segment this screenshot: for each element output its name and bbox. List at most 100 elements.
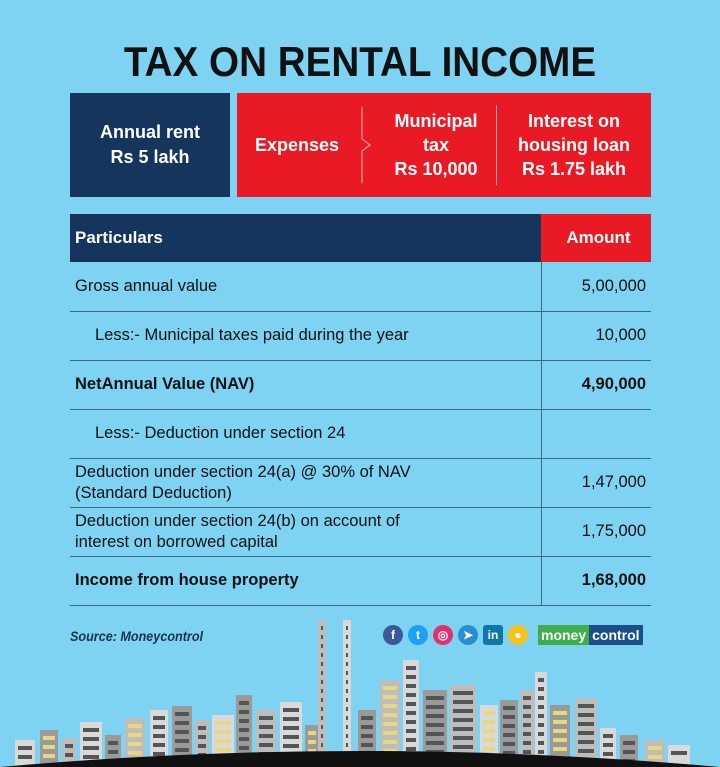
building (128, 733, 142, 737)
header-particulars: Particulars (70, 214, 541, 262)
building (239, 728, 249, 732)
building (175, 748, 189, 752)
building (538, 741, 544, 745)
building (453, 709, 473, 713)
building (578, 740, 594, 744)
building (308, 749, 316, 753)
row-amount (540, 409, 651, 459)
municipal-tax-line2: tax (422, 135, 449, 155)
building (128, 742, 142, 746)
table-row: Less:- Deduction under section 24 (70, 409, 651, 459)
city-skyline-illustration (0, 620, 720, 767)
building (308, 731, 316, 735)
building (259, 734, 273, 738)
building (215, 748, 231, 752)
building (346, 689, 348, 693)
table-row: Less:- Municipal taxes paid during the y… (70, 311, 651, 361)
building (83, 755, 99, 759)
municipal-tax-line1: Municipal (394, 111, 478, 131)
building (523, 732, 531, 736)
building (578, 749, 594, 753)
building (538, 750, 544, 754)
building (523, 741, 531, 745)
row-label: Less:- Municipal taxes paid during the y… (70, 311, 541, 361)
building (321, 635, 323, 639)
building (603, 752, 613, 756)
building (671, 751, 687, 755)
building (553, 720, 567, 724)
building (383, 686, 397, 690)
koo-icon[interactable]: ● (508, 625, 528, 645)
building (553, 729, 567, 733)
building (308, 740, 316, 744)
building (406, 729, 416, 733)
instagram-icon[interactable]: ◎ (433, 625, 453, 645)
building (83, 746, 99, 750)
telegram-icon[interactable]: ➤ (458, 625, 478, 645)
row-amount: 1,68,000 (540, 556, 651, 606)
tax-table: Particulars Amount Gross annual value 5,0… (70, 214, 651, 606)
building (153, 752, 165, 756)
building (321, 626, 323, 630)
row-label: NetAnnual Value (NAV) (70, 360, 541, 410)
building (538, 687, 544, 691)
building (321, 644, 323, 648)
building (538, 723, 544, 727)
building (503, 751, 515, 755)
building (538, 678, 544, 682)
building (175, 712, 189, 716)
building (346, 662, 348, 666)
building (361, 725, 373, 729)
building (623, 750, 635, 754)
building (406, 666, 416, 670)
building (175, 721, 189, 725)
building (668, 745, 690, 767)
building (346, 680, 348, 684)
building (406, 675, 416, 679)
row-label: Income from house property (70, 556, 541, 606)
building (483, 720, 495, 724)
building (603, 734, 613, 738)
building (346, 644, 348, 648)
municipal-tax-value: Rs 10,000 (394, 159, 478, 179)
ground (0, 751, 720, 767)
building (18, 755, 32, 759)
row-amount: 1,75,000 (540, 507, 651, 557)
twitter-icon[interactable]: t (408, 625, 428, 645)
building (175, 739, 189, 743)
linkedin-icon[interactable]: in (483, 625, 503, 645)
building (198, 744, 206, 748)
building (346, 707, 348, 711)
building (321, 680, 323, 684)
building (346, 626, 348, 630)
table-row: NetAnnual Value (NAV) 4,90,000 (70, 360, 651, 410)
divider (496, 105, 497, 185)
building (453, 700, 473, 704)
building (361, 716, 373, 720)
row-label: Deduction under section 24(b) on account… (70, 507, 541, 557)
building (321, 689, 323, 693)
building (553, 738, 567, 742)
logo-money: money (538, 625, 590, 645)
building (426, 696, 444, 700)
building (65, 753, 73, 757)
building (239, 701, 249, 705)
building (553, 747, 567, 751)
building (453, 727, 473, 731)
building (578, 722, 594, 726)
building (383, 704, 397, 708)
row-label: Gross annual value (70, 262, 541, 312)
building (406, 693, 416, 697)
building (321, 653, 323, 657)
table-row: Deduction under section 24(b) on account… (70, 507, 651, 557)
facebook-icon[interactable]: f (383, 625, 403, 645)
building (383, 740, 397, 744)
building (153, 734, 165, 738)
building (503, 733, 515, 737)
page-title: TAX ON RENTAL INCOME (123, 38, 597, 85)
building (215, 721, 231, 725)
building (239, 710, 249, 714)
building (259, 743, 273, 747)
building (426, 732, 444, 736)
table-row: Deduction under section 24(a) @ 30% of N… (70, 458, 651, 508)
